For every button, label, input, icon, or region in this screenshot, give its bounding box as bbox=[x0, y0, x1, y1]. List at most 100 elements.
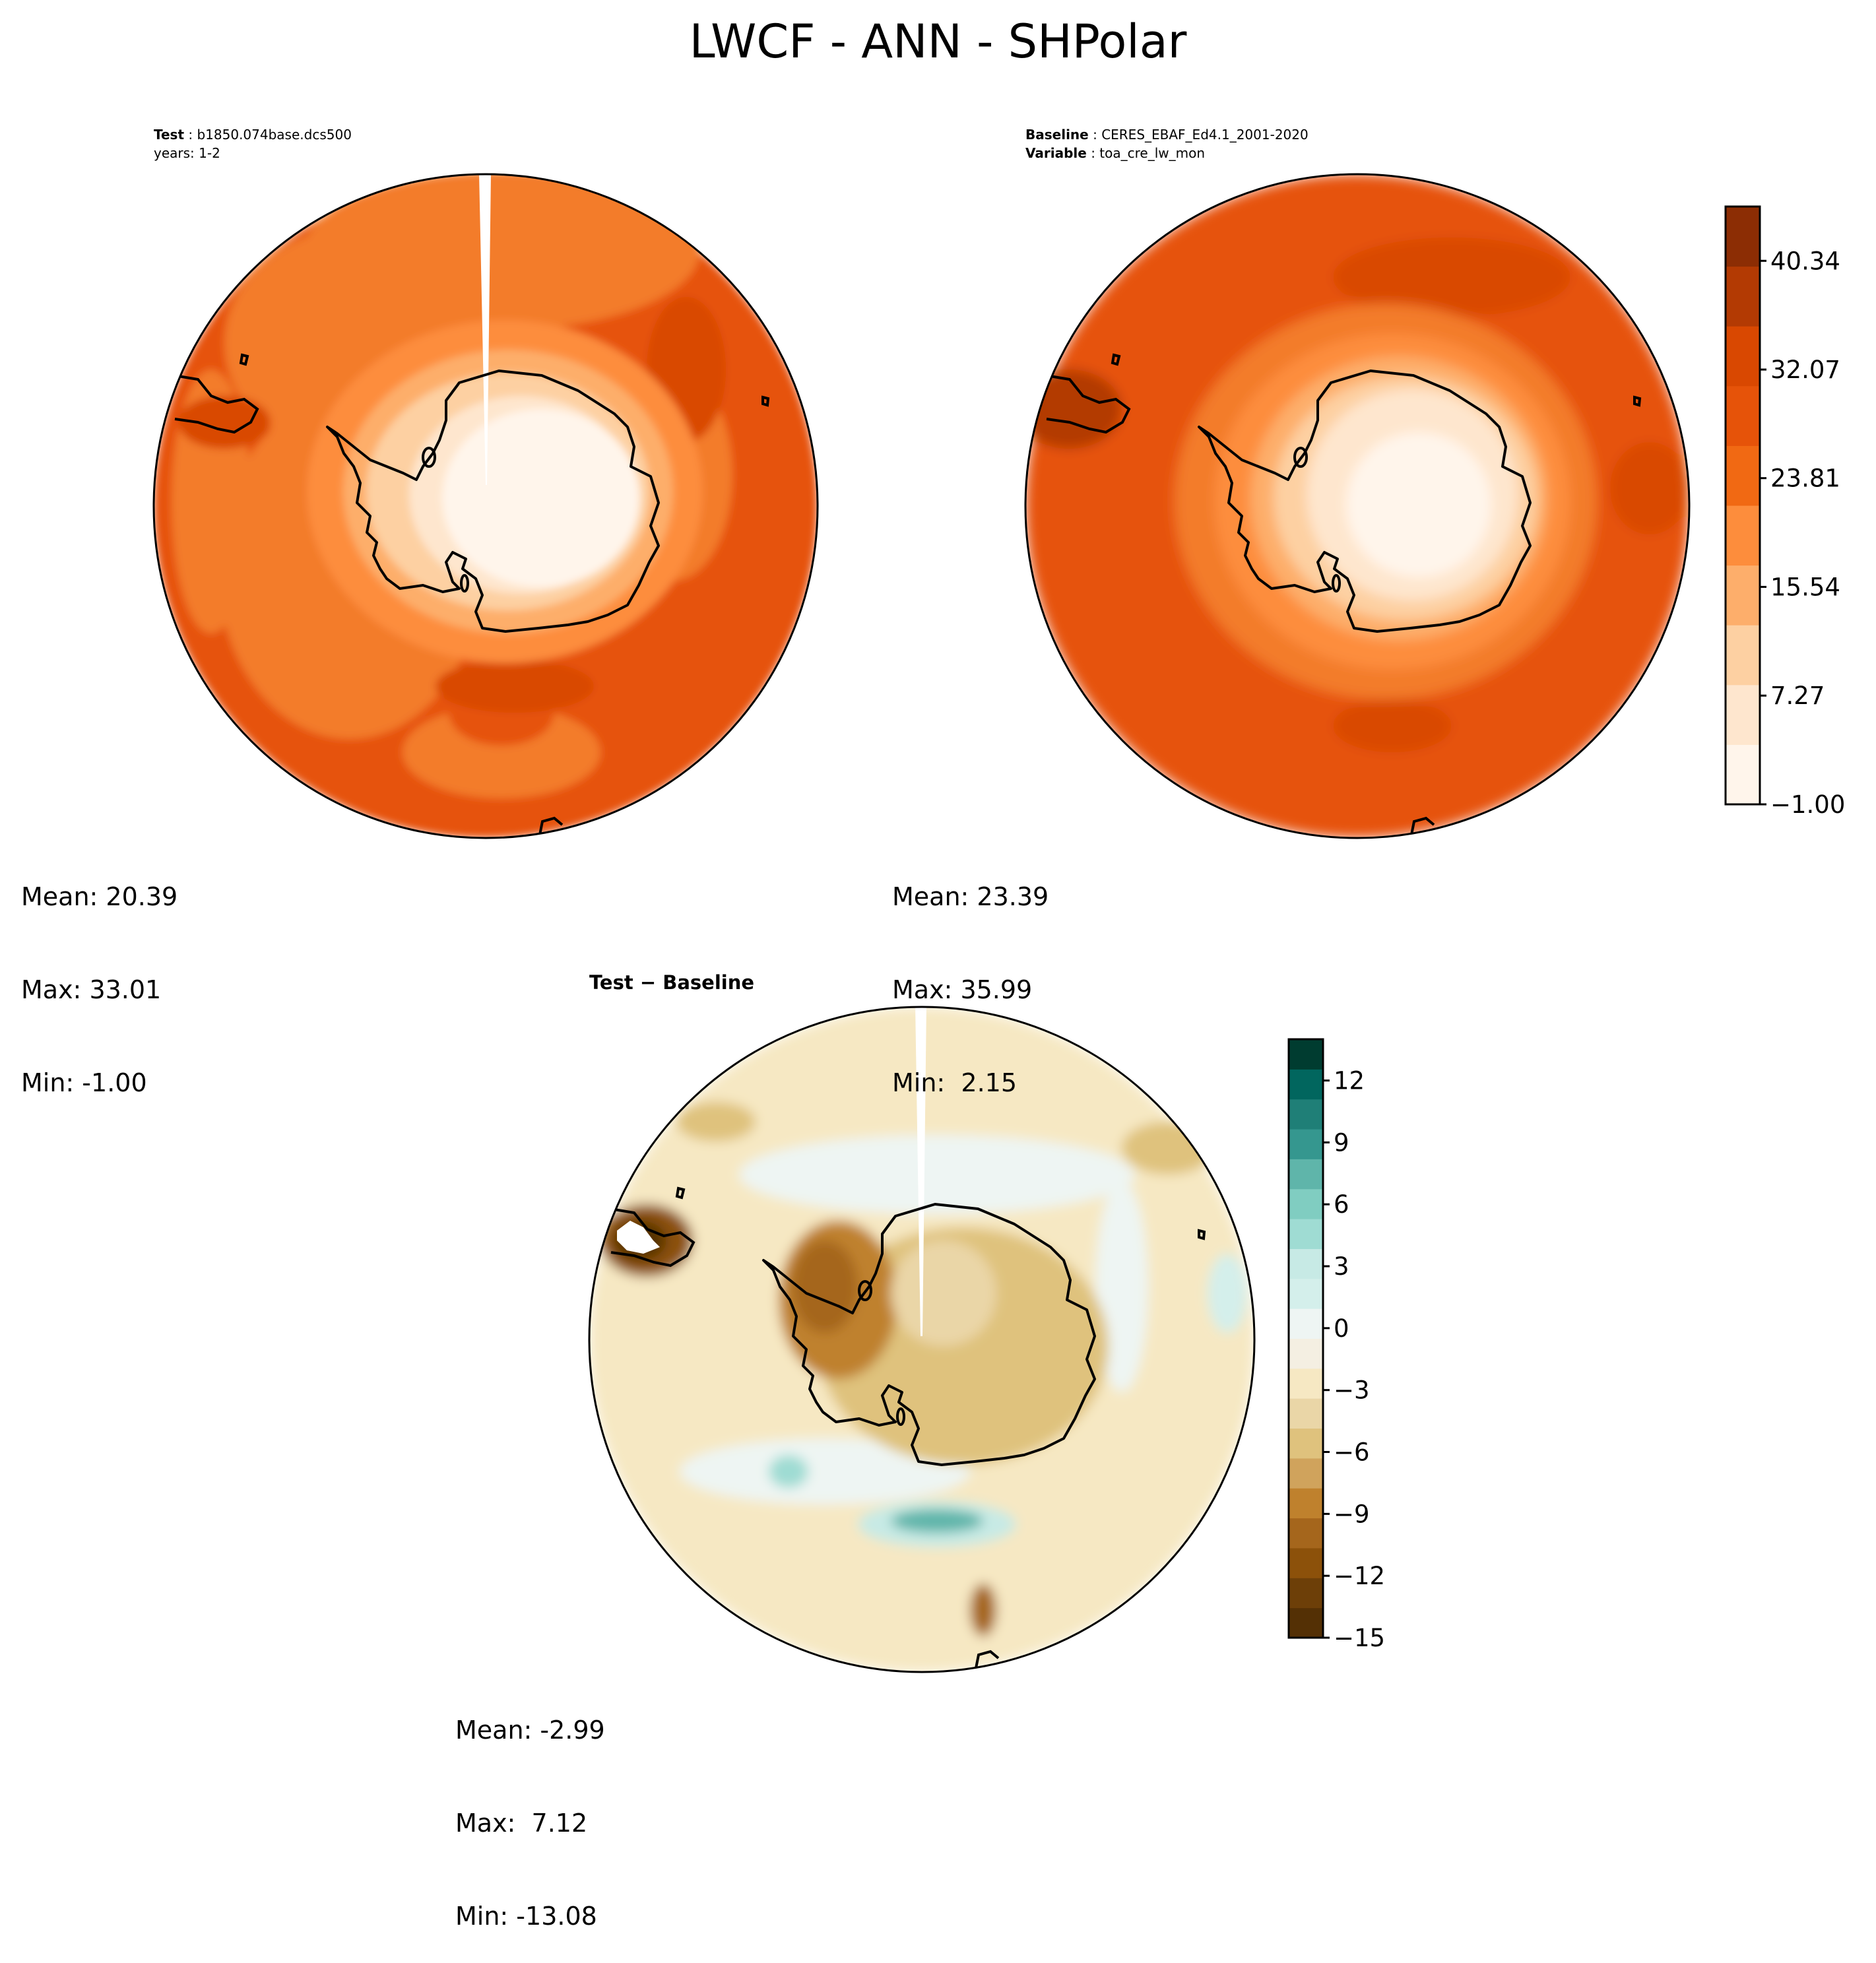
diff-tan-a bbox=[676, 1102, 756, 1142]
colorbar-segment bbox=[1289, 1488, 1323, 1519]
colorbar-segment bbox=[1289, 1188, 1323, 1219]
colorbar-segment bbox=[1289, 1278, 1323, 1309]
colorbar-segment bbox=[1289, 1129, 1323, 1159]
diff-island-b bbox=[896, 1407, 905, 1426]
baseline-map-border bbox=[1024, 173, 1691, 839]
colorbar-segment bbox=[1289, 1607, 1323, 1638]
colorbar-tick-label: −6 bbox=[1334, 1438, 1370, 1467]
colorbar-tick-label: −3 bbox=[1334, 1376, 1370, 1405]
colorbar-difference: −15 −12 −9 −6 −3 0 3 6 9 12 bbox=[1287, 1038, 1385, 1652]
colorbar-segment bbox=[1289, 1308, 1323, 1339]
colorbar-segment bbox=[1726, 326, 1760, 387]
diff-teal-spot-a bbox=[1208, 1254, 1247, 1333]
baseline-spot-c bbox=[1333, 238, 1570, 317]
baseline-variable-label: Variable bbox=[1025, 145, 1087, 161]
colorbar-segment bbox=[1289, 1518, 1323, 1549]
test-island-b bbox=[460, 574, 469, 593]
baseline-mean: Mean: 23.39 bbox=[892, 882, 1049, 911]
test-missing-wedge bbox=[479, 174, 491, 485]
test-coastline bbox=[326, 370, 660, 633]
test-nz-island bbox=[761, 395, 770, 407]
diff-light-ring-c bbox=[680, 1438, 970, 1504]
colorbar-segment bbox=[1726, 744, 1760, 805]
colorbar-tick-label: 0 bbox=[1334, 1314, 1349, 1343]
colorbar-segment bbox=[1726, 385, 1760, 446]
colorbar-segment bbox=[1289, 1159, 1323, 1190]
colorbar-segment bbox=[1726, 565, 1760, 626]
test-band-outer-e bbox=[403, 706, 600, 798]
test-spot-c bbox=[436, 660, 594, 713]
colorbar-tick-label: 15.54 bbox=[1770, 573, 1840, 601]
colorbar-segment bbox=[1289, 1248, 1323, 1279]
colorbar-tick-label: −9 bbox=[1334, 1500, 1370, 1528]
diff-map bbox=[588, 1006, 1256, 1673]
test-spot-d bbox=[178, 396, 271, 449]
diff-brown-c bbox=[970, 1584, 996, 1636]
colorbar-tick-label: 23.81 bbox=[1770, 465, 1840, 493]
colorbar-tick-label: −1.00 bbox=[1770, 790, 1845, 819]
baseline-variable: toa_cre_lw_mon bbox=[1099, 145, 1206, 161]
baseline-island-b bbox=[1332, 574, 1341, 593]
test-header: Test : b1850.074base.dcs500 years: 1-2 bbox=[154, 127, 352, 161]
diff-nz-island bbox=[1198, 1229, 1206, 1240]
diff-coastline bbox=[762, 1203, 1096, 1466]
diff-min: Min: -13.08 bbox=[455, 1902, 597, 1931]
baseline-map bbox=[1024, 173, 1691, 839]
colorbar-segment bbox=[1726, 505, 1760, 566]
baseline-band-center bbox=[1346, 432, 1491, 577]
test-max: Max: 33.01 bbox=[21, 975, 162, 1004]
colorbar-segment bbox=[1726, 684, 1760, 745]
colorbar-tick-label: −15 bbox=[1334, 1624, 1385, 1652]
test-band-center bbox=[442, 409, 640, 587]
figure: −1.00 7.27 15.54 23.81 32.07 40.34 −15 −12 −9 −6… bbox=[152, 173, 1845, 1673]
baseline-nz-island bbox=[1633, 395, 1642, 407]
diff-title: Test − Baseline bbox=[589, 971, 755, 994]
test-band-outer-b bbox=[304, 174, 699, 330]
diff-falkland bbox=[675, 1186, 686, 1200]
baseline-spot-b bbox=[1333, 699, 1452, 752]
colorbar-segment bbox=[1289, 1069, 1323, 1100]
colorbar-tick-label: 3 bbox=[1334, 1252, 1349, 1281]
baseline-south-america bbox=[1046, 375, 1131, 434]
colorbar-segment bbox=[1289, 1428, 1323, 1459]
colorbar-segment bbox=[1289, 1338, 1323, 1369]
colorbar-tick-label: 7.27 bbox=[1770, 682, 1825, 710]
colorbar-segment bbox=[1289, 1039, 1323, 1070]
baseline-australia-tip bbox=[1410, 816, 1435, 835]
diff-australia-tip bbox=[975, 1650, 1000, 1669]
colorbar-segment bbox=[1289, 1547, 1323, 1578]
test-mean: Mean: 20.39 bbox=[21, 882, 178, 911]
test-island-a bbox=[422, 447, 436, 468]
colorbar-frame bbox=[1287, 1038, 1324, 1639]
diff-missing-wedge bbox=[915, 1007, 926, 1336]
colorbar-segment bbox=[1289, 1458, 1323, 1489]
diff-mean: Mean: -2.99 bbox=[455, 1716, 605, 1745]
test-map bbox=[152, 173, 819, 839]
baseline-header: Baseline : CERES_EBAF_Ed4.1_2001-2020 Va… bbox=[1025, 127, 1309, 161]
test-years: years: 1-2 bbox=[154, 145, 220, 161]
diff-light-ring-b bbox=[1095, 1181, 1148, 1392]
baseline-min: Min: 2.15 bbox=[892, 1068, 1017, 1097]
colorbar-segment bbox=[1289, 1219, 1323, 1249]
test-label: Test bbox=[154, 127, 185, 143]
test-map-border bbox=[152, 173, 819, 839]
colorbar-test-baseline: −1.00 7.27 15.54 23.81 32.07 40.34 bbox=[1724, 205, 1845, 819]
baseline-case: CERES_EBAF_Ed4.1_2001-2020 bbox=[1101, 127, 1309, 143]
colorbar-tick-label: 9 bbox=[1334, 1128, 1349, 1157]
baseline-spot-d bbox=[1610, 442, 1689, 534]
test-min: Min: -1.00 bbox=[21, 1068, 147, 1097]
colorbar-tick-label: −12 bbox=[1334, 1562, 1385, 1590]
baseline-max: Max: 35.99 bbox=[892, 975, 1033, 1004]
diff-max: Max: 7.12 bbox=[455, 1809, 588, 1838]
colorbar-segment bbox=[1289, 1099, 1323, 1130]
baseline-falkland bbox=[1111, 353, 1121, 366]
colorbar-tick-label: 40.34 bbox=[1770, 247, 1840, 275]
colorbar-tick-label: 6 bbox=[1334, 1190, 1349, 1219]
diff-south-america bbox=[610, 1208, 695, 1268]
colorbar-segment bbox=[1726, 445, 1760, 506]
baseline-stats: Mean: 23.39 Max: 35.99 Min: 2.15 bbox=[892, 820, 1049, 1130]
colorbar-segment bbox=[1726, 266, 1760, 327]
diff-teal-spot-d bbox=[891, 1509, 983, 1533]
colorbar-tick-label: 12 bbox=[1334, 1067, 1365, 1095]
diff-stats: Mean: -2.99 Max: 7.12 Min: -13.08 bbox=[455, 1653, 605, 1963]
